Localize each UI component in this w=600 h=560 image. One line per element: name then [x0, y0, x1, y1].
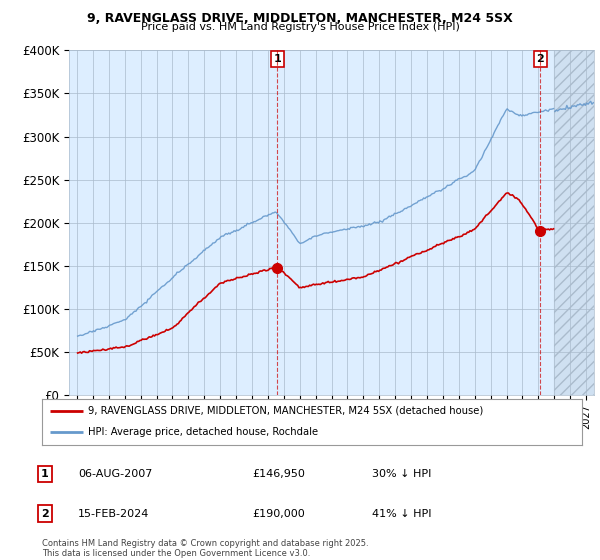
- Text: Contains HM Land Registry data © Crown copyright and database right 2025.
This d: Contains HM Land Registry data © Crown c…: [42, 539, 368, 558]
- Text: £146,950: £146,950: [252, 469, 305, 479]
- Text: 2: 2: [536, 54, 544, 64]
- Text: £190,000: £190,000: [252, 508, 305, 519]
- Text: 2: 2: [41, 508, 49, 519]
- Bar: [554, 50, 594, 395]
- Text: 41% ↓ HPI: 41% ↓ HPI: [372, 508, 431, 519]
- Text: 1: 1: [274, 54, 281, 64]
- Bar: [554, 50, 594, 395]
- Text: 9, RAVENGLASS DRIVE, MIDDLETON, MANCHESTER, M24 5SX: 9, RAVENGLASS DRIVE, MIDDLETON, MANCHEST…: [87, 12, 513, 25]
- Text: Price paid vs. HM Land Registry's House Price Index (HPI): Price paid vs. HM Land Registry's House …: [140, 22, 460, 32]
- Text: 06-AUG-2007: 06-AUG-2007: [78, 469, 152, 479]
- Text: 30% ↓ HPI: 30% ↓ HPI: [372, 469, 431, 479]
- Text: 1: 1: [41, 469, 49, 479]
- Text: 9, RAVENGLASS DRIVE, MIDDLETON, MANCHESTER, M24 5SX (detached house): 9, RAVENGLASS DRIVE, MIDDLETON, MANCHEST…: [88, 406, 483, 416]
- Text: 15-FEB-2024: 15-FEB-2024: [78, 508, 149, 519]
- Text: HPI: Average price, detached house, Rochdale: HPI: Average price, detached house, Roch…: [88, 427, 318, 437]
